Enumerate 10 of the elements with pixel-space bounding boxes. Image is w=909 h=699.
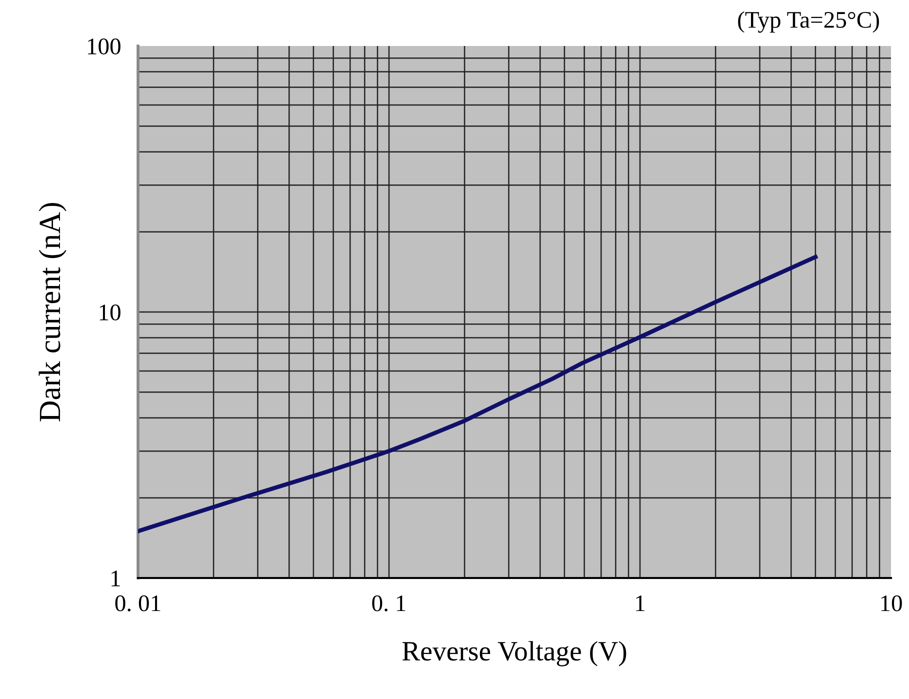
x-tick-label: 1 — [636, 595, 644, 612]
y-tick-label: 100 — [88, 38, 120, 54]
x-axis-title: Reverse Voltage (V) — [402, 641, 626, 666]
x-tick-label: 10 — [881, 595, 902, 612]
x-tick-label: 0. 1 — [372, 595, 406, 612]
y-tick-label: 10 — [100, 304, 120, 320]
y-axis-title: Dark current (nA) — [38, 203, 66, 422]
x-tick-label: 0. 01 — [115, 595, 160, 612]
text: (Typ Ta=25°C) — [738, 11, 879, 33]
y-tick-label: 1 — [112, 570, 120, 586]
